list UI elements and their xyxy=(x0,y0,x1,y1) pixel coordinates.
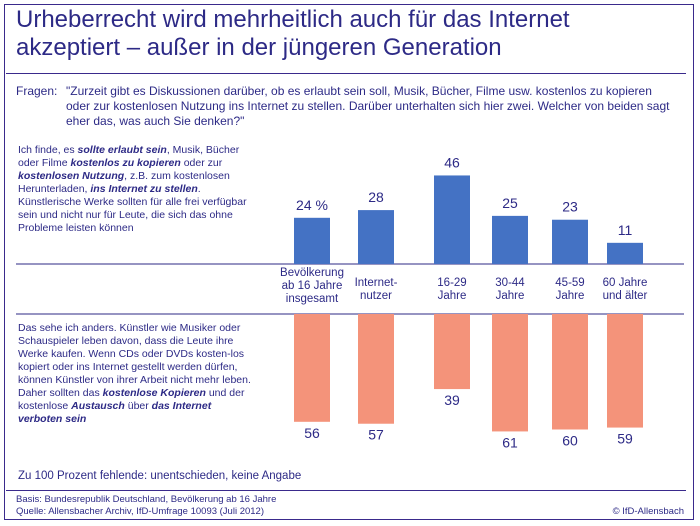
title-divider xyxy=(6,73,686,74)
category-label-3: 30-44 Jahre xyxy=(470,277,550,303)
bar-erlaubt-3 xyxy=(492,215,528,264)
option-allowed-text: Ich finde, es sollte erlaubt sein, Musik… xyxy=(18,144,247,234)
value-label-verboten-3: 61 xyxy=(502,434,518,450)
category-label-1: Internet-nutzer xyxy=(336,277,416,303)
value-label-erlaubt-2: 46 xyxy=(444,154,460,170)
bar-erlaubt-4 xyxy=(552,219,588,264)
bar-verboten-2 xyxy=(434,314,470,390)
category-label-2: 16-29 Jahre xyxy=(412,277,492,303)
value-label-erlaubt-3: 25 xyxy=(502,195,518,211)
bar-erlaubt-1 xyxy=(358,210,394,264)
category-label-0: Bevölkerung ab 16 Jahre insgesamt xyxy=(272,267,352,306)
category-label-line: nutzer xyxy=(360,290,392,302)
value-label-erlaubt-0: 24 % xyxy=(296,197,328,213)
bar-verboten-3 xyxy=(492,314,528,432)
value-label-erlaubt-4: 23 xyxy=(562,199,578,215)
value-label-erlaubt-5: 11 xyxy=(618,222,633,238)
category-label-line: Internet- xyxy=(354,277,398,289)
bar-verboten-5 xyxy=(607,314,643,428)
value-label-verboten-0: 56 xyxy=(304,425,320,441)
chart-title-line-1: Urheberrecht wird mehrheitlich auch für … xyxy=(16,6,570,33)
question-lead: Fragen: xyxy=(16,84,58,98)
bar-verboten-0 xyxy=(294,314,330,422)
basis-text: Basis: Bundesrepublik Deutschland, Bevöl… xyxy=(16,494,277,505)
footnote: Zu 100 Prozent fehlende: unentschieden, … xyxy=(18,470,302,482)
question-text: "Zurzeit gibt es Diskussionen darüber, o… xyxy=(66,84,670,128)
copyright-credit: © IfD-Allensbach xyxy=(612,506,684,517)
bar-erlaubt-0 xyxy=(294,217,330,264)
category-label-4: 45-59 Jahre xyxy=(530,277,610,303)
value-label-erlaubt-1: 28 xyxy=(368,189,384,205)
category-label-line: Jahre xyxy=(437,290,467,302)
option-forbidden-text: Das sehe ich anders. Künstler wie Musike… xyxy=(18,322,251,425)
bar-erlaubt-2 xyxy=(434,175,470,264)
category-label-5: 60 Jahre und älter xyxy=(585,277,665,303)
category-label-line: ab 16 Jahre xyxy=(281,280,343,292)
category-label-line: 30-44 xyxy=(495,277,525,289)
source-text: Quelle: Allensbacher Archiv, IfD-Umfrage… xyxy=(16,506,265,517)
category-label-line: 60 Jahre xyxy=(602,277,648,289)
value-label-verboten-2: 39 xyxy=(444,392,460,408)
footer-divider xyxy=(6,490,686,491)
source-block: Basis: Bundesrepublik Deutschland, Bevöl… xyxy=(16,494,276,518)
category-label-line: Jahre xyxy=(555,290,585,302)
value-label-verboten-5: 59 xyxy=(617,431,633,447)
bar-erlaubt-5 xyxy=(607,242,643,264)
bar-verboten-4 xyxy=(552,314,588,430)
value-label-verboten-1: 57 xyxy=(368,427,384,443)
bar-verboten-1 xyxy=(358,314,394,424)
category-label-line: und älter xyxy=(602,290,648,302)
category-label-line: 45-59 xyxy=(555,277,585,289)
chart-title-line-2: akzeptiert – außer in der jüngeren Gener… xyxy=(16,34,502,61)
category-label-line: Bevölkerung xyxy=(280,267,344,279)
category-label-line: insgesamt xyxy=(285,293,339,305)
category-label-line: Jahre xyxy=(495,290,525,302)
value-label-verboten-4: 60 xyxy=(562,433,578,449)
category-label-line: 16-29 xyxy=(437,277,467,289)
